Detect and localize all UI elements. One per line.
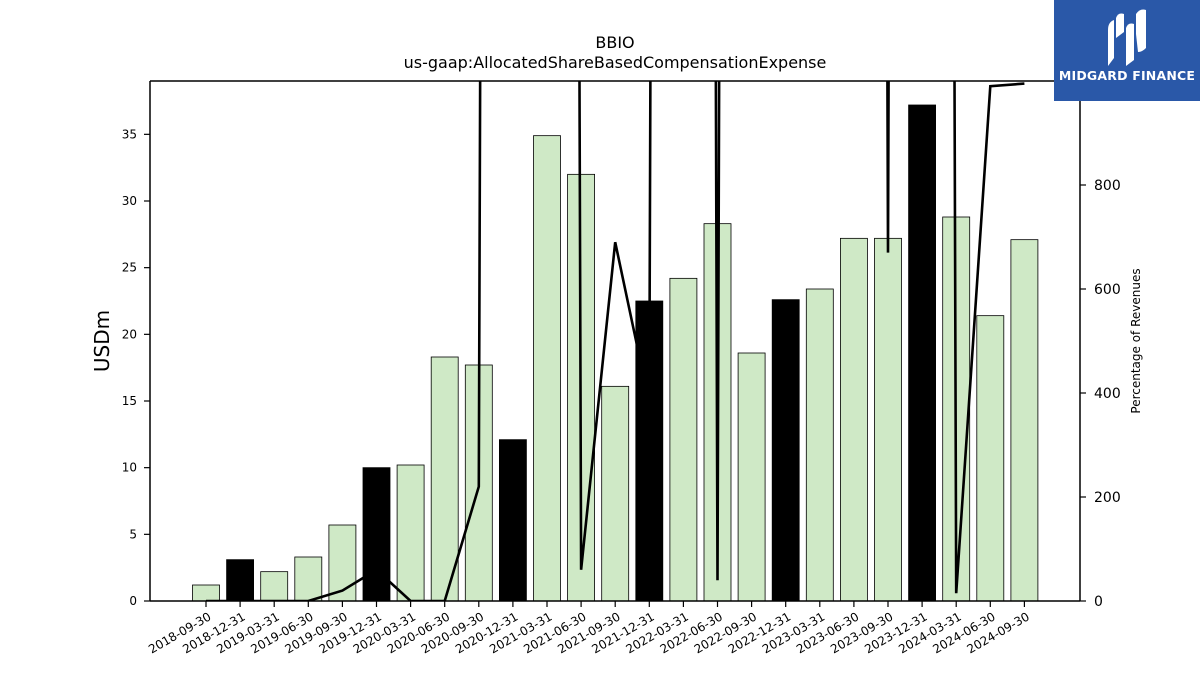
chart-title: BBIO [595, 33, 634, 52]
bar-2020-06-30 [430, 356, 459, 602]
bar-2018-09-30 [192, 584, 220, 602]
bar-2021-03-31 [533, 135, 561, 602]
bar-2019-06-30 [294, 556, 323, 602]
percentage-of-revenues-line [206, 81, 1025, 601]
bar-2024-09-30 [1010, 239, 1039, 602]
bar-2023-03-31 [805, 288, 834, 602]
bar-2022-12-31 [771, 299, 800, 602]
y2-tick-label-800: 800 [1094, 178, 1121, 194]
y2-ticks-group: 0 200 400 600 800 [1080, 178, 1121, 610]
y2-tick-label-0: 0 [1094, 594, 1103, 610]
bar-2019-12-31 [362, 467, 391, 602]
y2-tick-label-600: 600 [1094, 282, 1121, 298]
midgard-m-logo-icon [1108, 9, 1146, 66]
y-tick-label-20: 20 [122, 327, 137, 341]
brand-logo-text: MIDGARD FINANCE [1058, 68, 1196, 83]
bar-2023-09-30 [874, 237, 902, 602]
bar-group [192, 104, 1039, 602]
bar-2021-09-30 [601, 385, 630, 602]
bar-2024-06-30 [976, 315, 1005, 602]
bar-2020-12-31 [498, 439, 527, 602]
bar-2019-03-31 [260, 571, 289, 602]
y2-tick-label-400: 400 [1094, 386, 1121, 402]
x-ticks-group: 2018-09-302018-12-312019-03-312019-06-30… [146, 601, 1032, 656]
y-tick-label-10: 10 [122, 461, 137, 475]
line-series-group [206, 81, 1025, 601]
chart-subtitle: us-gaap:AllocatedShareBasedCompensationE… [404, 53, 827, 72]
y2-axis-label: Percentage of Revenues [1129, 268, 1143, 413]
y-tick-label-15: 15 [122, 394, 137, 408]
bar-2023-12-31 [908, 104, 936, 602]
bar-2020-03-31 [396, 464, 425, 602]
bar-2022-09-30 [737, 352, 766, 602]
y-tick-label-0: 0 [129, 594, 137, 608]
y-ticks-group: 0 5 10 15 20 25 30 35 [122, 127, 150, 608]
brand-logo: MIDGARD FINANCE [1054, 0, 1200, 101]
y-tick-label-35: 35 [122, 127, 137, 141]
bar-2019-09-30 [328, 524, 357, 602]
bar-2023-06-30 [840, 237, 868, 602]
bar-2018-12-31 [226, 559, 255, 602]
y-axis-label: USDm [90, 310, 114, 372]
y2-tick-label-200: 200 [1094, 490, 1121, 506]
bar-2022-03-31 [669, 277, 698, 602]
y-tick-label-30: 30 [122, 194, 137, 208]
y-tick-label-5: 5 [129, 527, 137, 541]
y-tick-label-25: 25 [122, 261, 137, 275]
